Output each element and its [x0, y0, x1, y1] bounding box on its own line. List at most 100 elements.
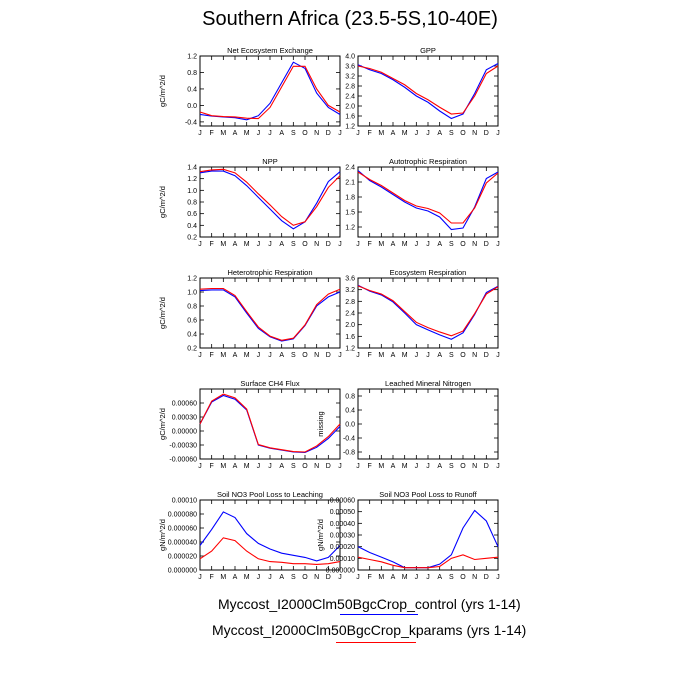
x-tick-label: N [472, 241, 477, 248]
y-tick-label: 1.2 [187, 176, 197, 183]
x-tick-label: N [314, 352, 319, 359]
x-tick-label: A [391, 241, 396, 248]
y-tick-label: 3.2 [345, 74, 355, 81]
panel-10: Soil NO3 Pool Loss to Runoff gN/m^2/d 0.00… [316, 490, 500, 581]
x-tick-label: J [496, 241, 500, 248]
x-tick-label: F [210, 241, 214, 248]
x-tick-label: M [402, 130, 408, 137]
x-tick-label: J [415, 130, 419, 137]
x-tick-label: J [198, 241, 202, 248]
y-tick-label: -0.4 [343, 436, 355, 443]
panel-7: Surface CH4 Flux gC/m^2/d -0.00060 -0.00030… [158, 379, 342, 470]
x-tick-label: A [391, 574, 396, 581]
x-tick-label: A [391, 130, 396, 137]
x-tick-label: J [496, 352, 500, 359]
series-line-control [199, 61, 341, 121]
y-tick-label: 1.2 [187, 276, 197, 283]
y-tick-label: 0.8 [187, 70, 197, 77]
y-tick-label: 0.8 [345, 394, 355, 401]
x-tick-label: A [391, 463, 396, 470]
x-tick-label: J [415, 574, 419, 581]
x-tick-label: F [368, 574, 372, 581]
x-tick-label: J [426, 241, 430, 248]
x-tick-label: A [279, 130, 284, 137]
y-tick-label: 2.4 [345, 311, 355, 318]
x-tick-label: A [437, 130, 442, 137]
x-tick-label: D [484, 130, 489, 137]
y-tick-label: 1.2 [345, 346, 355, 353]
x-tick-label: S [449, 463, 454, 470]
x-tick-label: M [378, 352, 384, 359]
x-tick-label: O [302, 352, 308, 359]
x-tick-label: M [244, 241, 250, 248]
y-tick-label: 0.000080 [168, 512, 197, 519]
x-tick-label: J [426, 130, 430, 137]
x-tick-label: J [198, 463, 202, 470]
y-tick-label: 2.0 [345, 104, 355, 111]
x-tick-label: D [326, 130, 331, 137]
x-tick-label: O [460, 574, 466, 581]
x-tick-label: A [437, 241, 442, 248]
series-line-control [357, 63, 499, 120]
y-tick-label: 0.2 [187, 235, 197, 242]
x-tick-label: A [279, 241, 284, 248]
series-line-kparams [199, 65, 341, 120]
series-line-kparams [199, 537, 341, 565]
panel-1: Net Ecosystem Exchange gC/m^2/d -0.4 0.0 0.4… [158, 46, 342, 137]
y-tick-label: 0.000060 [168, 526, 197, 533]
y-tick-label: 1.6 [345, 334, 355, 341]
plot-frame [199, 55, 341, 127]
x-tick-label: S [291, 241, 296, 248]
x-tick-label: A [279, 463, 284, 470]
x-tick-label: M [220, 574, 226, 581]
series-line-control [199, 170, 341, 230]
x-tick-label: J [198, 130, 202, 137]
y-axis-label: gC/m^2/d [158, 408, 167, 440]
y-tick-label: -0.00060 [169, 457, 197, 464]
x-tick-label: J [257, 352, 261, 359]
x-tick-label: D [484, 463, 489, 470]
x-tick-label: J [338, 352, 342, 359]
x-tick-label: D [326, 241, 331, 248]
x-tick-label: A [233, 463, 238, 470]
y-axis-label: gC/m^2/d [158, 297, 167, 329]
y-tick-label: 3.2 [345, 287, 355, 294]
y-tick-label: 0.000040 [168, 540, 197, 547]
y-tick-label: 0.00020 [330, 544, 355, 551]
x-tick-label: M [378, 241, 384, 248]
x-tick-label: M [402, 352, 408, 359]
y-tick-label: 1.4 [187, 165, 197, 172]
x-tick-label: F [210, 352, 214, 359]
panel-title: GPP [420, 46, 436, 55]
x-tick-label: F [368, 241, 372, 248]
x-tick-label: M [220, 130, 226, 137]
x-tick-label: O [302, 463, 308, 470]
y-tick-label: 0.000000 [168, 568, 197, 575]
y-tick-label: 2.4 [345, 94, 355, 101]
x-tick-label: D [484, 241, 489, 248]
x-tick-label: F [368, 463, 372, 470]
y-tick-label: 0.00010 [172, 498, 197, 505]
x-tick-label: J [268, 463, 272, 470]
y-tick-label: -0.8 [343, 450, 355, 457]
series-line-kparams [357, 171, 499, 224]
x-tick-label: M [244, 130, 250, 137]
y-tick-label: 0.00000 [172, 429, 197, 436]
x-tick-label: A [233, 352, 238, 359]
x-tick-label: M [220, 352, 226, 359]
x-tick-label: M [220, 241, 226, 248]
y-tick-label: 0.0 [187, 103, 197, 110]
y-tick-label: 3.6 [345, 276, 355, 283]
x-tick-label: N [472, 130, 477, 137]
x-tick-label: S [291, 130, 296, 137]
plot-frame [357, 388, 499, 460]
y-axis-label: gC/m^2/d [158, 186, 167, 218]
x-tick-label: A [279, 574, 284, 581]
y-tick-label: 0.4 [187, 223, 197, 230]
series-line-control [199, 289, 341, 342]
panel-8: Leached Mineral Nitrogen missing -0.8 -0.4 0… [316, 379, 500, 470]
x-tick-label: S [449, 352, 454, 359]
x-tick-label: F [368, 352, 372, 359]
panel-title: Leached Mineral Nitrogen [385, 379, 471, 388]
